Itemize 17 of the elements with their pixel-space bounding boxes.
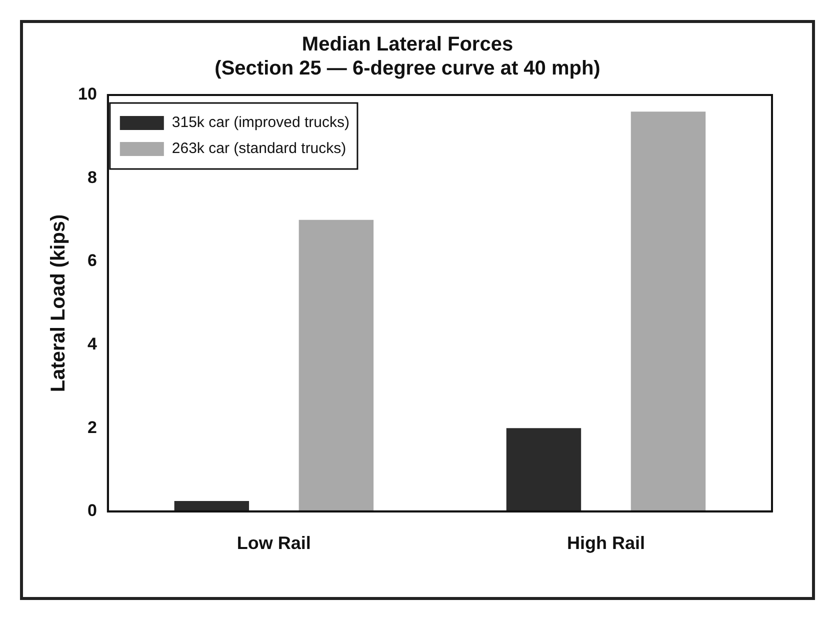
legend-label: 315k car (improved trucks)	[172, 114, 350, 132]
x-tick-label: Low Rail	[236, 533, 311, 554]
y-tick-label: 10	[78, 84, 97, 104]
y-tick-label: 8	[87, 168, 97, 187]
x-tick-label: High Rail	[566, 533, 645, 554]
y-axis-title: Lateral Load (kips)	[48, 214, 70, 392]
y-tick-label: 0	[87, 501, 97, 520]
bar	[174, 500, 250, 512]
text: (Section 25 — 6-degree curve at 40 mph)	[214, 58, 600, 80]
bar	[298, 220, 374, 512]
y-tick-label: 2	[87, 418, 97, 437]
text: Median Lateral Forces	[302, 34, 514, 56]
y-tick-label: 6	[87, 251, 97, 270]
bar	[630, 112, 706, 512]
bar	[506, 428, 582, 512]
y-tick-label: 4	[87, 334, 98, 354]
legend-label: 263k car (standard trucks)	[172, 140, 346, 158]
